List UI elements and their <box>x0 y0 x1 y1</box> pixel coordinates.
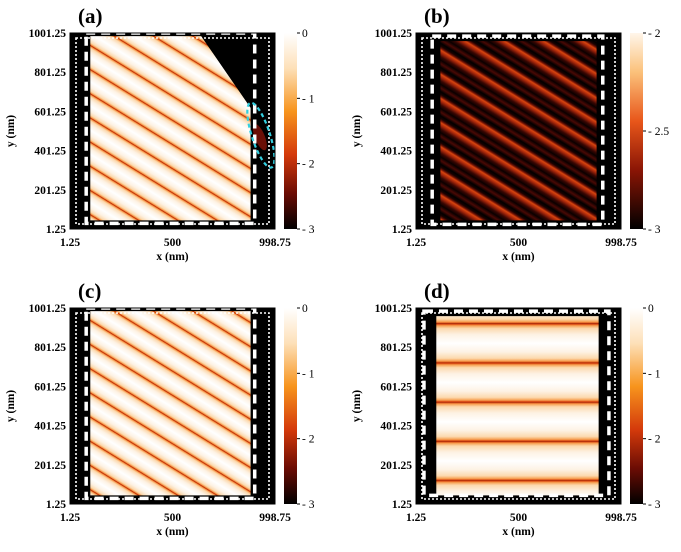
colorbar-tick-label: - 2 <box>648 28 661 40</box>
dark-region <box>201 36 251 108</box>
x-tick-label: 500 <box>164 237 182 249</box>
y-tick-label: 601.25 <box>34 106 66 118</box>
x-tick-label: 1.25 <box>60 237 80 249</box>
x-tick-label: 998.75 <box>259 512 291 524</box>
y-tick-label: 1.25 <box>392 224 412 236</box>
x-tick-label: 1.25 <box>406 237 426 249</box>
colorbar-tick-label: - 2 <box>648 434 661 446</box>
y-tick-label: 1001.25 <box>375 28 413 40</box>
y-tick-label: 1.25 <box>392 499 412 511</box>
y-tick-label: 1001.25 <box>375 303 413 315</box>
field-map <box>90 36 251 221</box>
colorbar-tick-label: - 3 <box>648 499 661 511</box>
colorbar-tick-label: 0 <box>302 303 308 315</box>
y-tick-label: 201.25 <box>380 185 412 197</box>
y-tick-label: 1001.25 <box>29 28 67 40</box>
y-tick-label: 601.25 <box>34 381 66 393</box>
colorbar <box>630 33 643 229</box>
colorbar-tick-label: 0 <box>648 303 654 315</box>
x-tick-label: 1.25 <box>60 512 80 524</box>
y-tick-label: 401.25 <box>380 421 412 433</box>
source-boundary <box>430 34 605 227</box>
highlight-ellipse <box>246 101 276 169</box>
x-tick-label: 998.75 <box>259 237 291 249</box>
panel-label: (a) <box>78 4 103 28</box>
x-axis-label: x (nm) <box>156 526 188 538</box>
chart-panel: 1001.25 801.25 601.25 401.25 201.25 1.251.25 5… <box>351 4 669 263</box>
x-axis-label: x (nm) <box>502 251 534 263</box>
y-axis-label: y (nm) <box>5 390 17 422</box>
chart-panel: 1001.25 801.25 601.25 401.25 201.25 1.251.25 5… <box>5 4 315 263</box>
colorbar-tick-label: - 3 <box>648 224 661 236</box>
x-tick-label: 500 <box>510 512 528 524</box>
source-boundary <box>84 306 257 501</box>
y-axis-label: y (nm) <box>5 115 17 147</box>
chart-panel: 1001.25 801.25 601.25 401.25 201.25 1.251.25 5… <box>351 279 661 538</box>
x-tick-label: 500 <box>510 237 528 249</box>
colorbar-tick-label: - 2 <box>302 434 315 446</box>
plot-frame <box>415 32 622 230</box>
y-tick-label: 601.25 <box>380 381 412 393</box>
y-tick-label: 801.25 <box>380 67 412 79</box>
y-tick-label: 201.25 <box>380 460 412 472</box>
x-tick-label: 500 <box>164 512 182 524</box>
y-tick-label: 801.25 <box>34 67 66 79</box>
panel-label: (b) <box>424 4 450 28</box>
colorbar <box>284 33 297 229</box>
source-boundary <box>422 309 611 498</box>
y-tick-label: 801.25 <box>380 342 412 354</box>
chart-panel: 1001.25 801.25 601.25 401.25 201.25 1.251.25 5… <box>5 279 315 538</box>
colorbar-tick-label: - 2 <box>302 159 315 171</box>
x-tick-label: 998.75 <box>605 237 637 249</box>
y-tick-label: 1001.25 <box>29 303 67 315</box>
colorbar-tick-label: - 3 <box>302 499 315 511</box>
colorbar <box>630 308 643 504</box>
field-map <box>90 311 251 496</box>
y-axis-label: y (nm) <box>351 115 363 147</box>
pml-boundary <box>421 312 616 500</box>
y-tick-label: 201.25 <box>34 185 66 197</box>
y-tick-label: 201.25 <box>34 460 66 472</box>
panel-label: (c) <box>78 279 101 303</box>
colorbar-tick-label: - 1 <box>648 368 661 380</box>
colorbar-tick-label: - 2.5 <box>648 126 669 138</box>
field-map <box>440 41 597 221</box>
field-map <box>436 316 599 496</box>
pml-boundary <box>421 37 616 225</box>
x-axis-label: x (nm) <box>502 526 534 538</box>
ellipse-fill <box>252 124 267 151</box>
y-tick-label: 1.25 <box>46 499 66 511</box>
plot-frame <box>415 307 622 505</box>
panel-label: (d) <box>424 279 450 303</box>
colorbar-tick-label: - 1 <box>302 93 315 105</box>
y-tick-label: 1.25 <box>46 224 66 236</box>
pml-boundary <box>75 312 270 500</box>
colorbar-tick-label: 0 <box>302 28 308 40</box>
x-tick-label: 998.75 <box>605 512 637 524</box>
source-boundary <box>84 31 257 226</box>
pml-boundary <box>75 37 270 225</box>
colorbar <box>284 308 297 504</box>
y-tick-label: 801.25 <box>34 342 66 354</box>
y-tick-label: 401.25 <box>34 146 66 158</box>
x-tick-label: 1.25 <box>406 512 426 524</box>
x-axis-label: x (nm) <box>156 251 188 263</box>
plot-frame <box>69 307 276 505</box>
y-tick-label: 401.25 <box>34 421 66 433</box>
colorbar-tick-label: - 3 <box>302 224 315 236</box>
y-tick-label: 401.25 <box>380 146 412 158</box>
y-axis-label: y (nm) <box>351 390 363 422</box>
y-tick-label: 601.25 <box>380 106 412 118</box>
colorbar-tick-label: - 1 <box>302 368 315 380</box>
plot-frame <box>69 32 276 230</box>
